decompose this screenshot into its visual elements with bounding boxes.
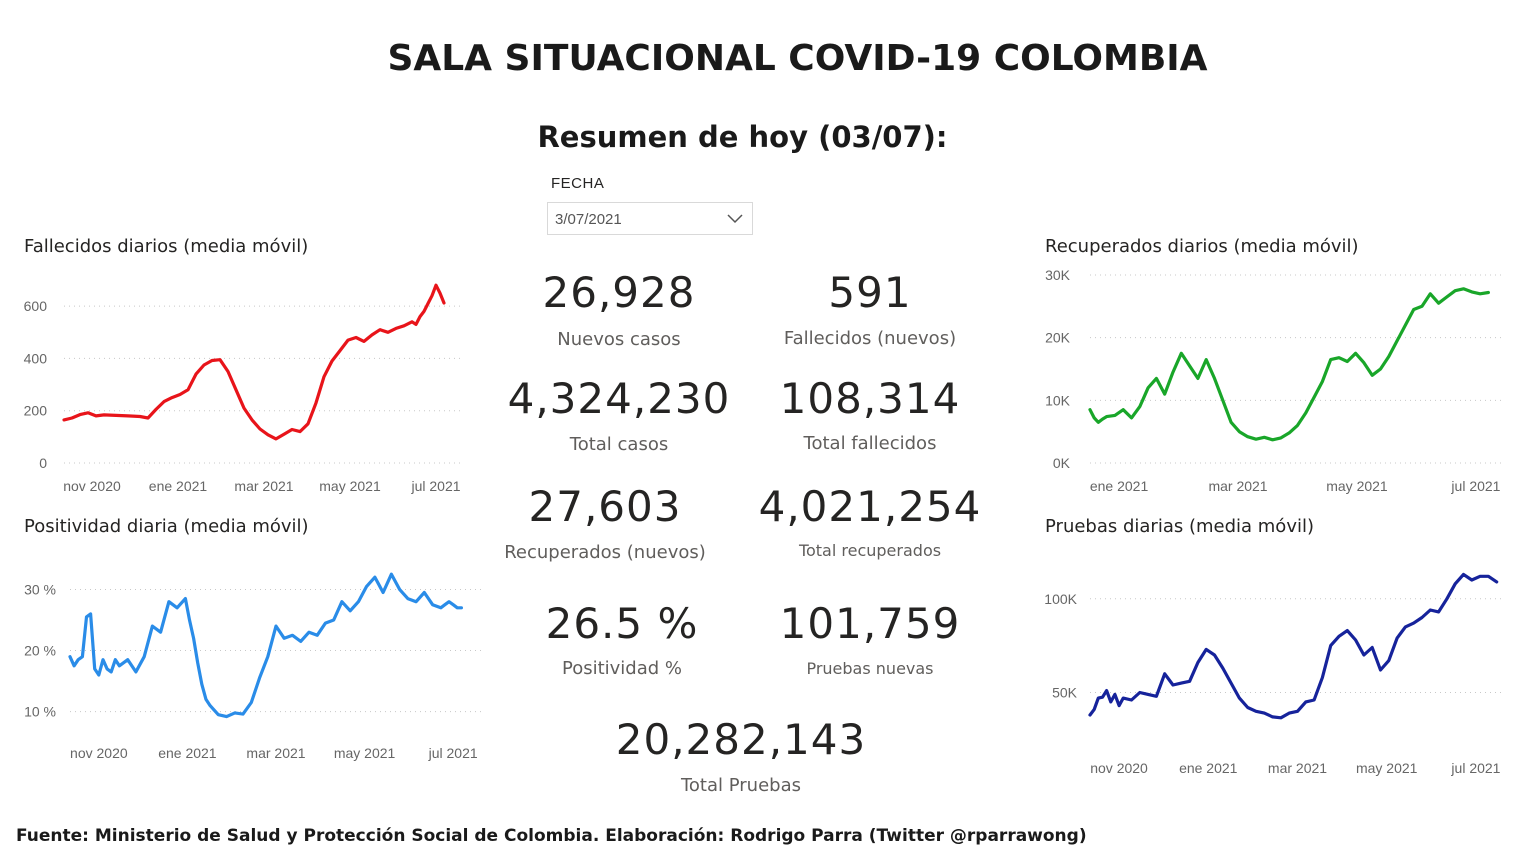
kpi-pruebas-nuevas-label: Pruebas nuevas <box>806 659 934 678</box>
kpi-nuevos-casos-label: Nuevos casos <box>557 329 681 350</box>
y-tick-label: 10 % <box>24 704 56 720</box>
kpi-positividad-label: Positividad % <box>561 658 683 679</box>
kpi-total-fallecidos-label: Total fallecidos <box>803 433 937 454</box>
x-tick-label: may 2021 <box>319 478 381 494</box>
kpi-pruebas-nuevas-value: 101,759 <box>779 599 961 648</box>
page-title: SALA SITUACIONAL COVID-19 COLOMBIA <box>387 38 1208 79</box>
recuperados-line-chart: 0K 10K 20K 30K ene 2021 mar 2021 may 2021 jul 2… <box>1030 265 1520 494</box>
kpi-total-casos-value: 4,324,230 <box>507 374 731 423</box>
x-tick-label: jul 2021 <box>1450 760 1500 776</box>
pruebas-chart-svg: 50K 100K nov 2020 ene 2021 mar 2021 may 2021 j… <box>1044 572 1505 776</box>
chevron-down-icon <box>727 214 743 224</box>
x-tick-label: may 2021 <box>1356 760 1418 776</box>
y-tick-label: 400 <box>24 350 48 366</box>
pruebas-chart-title: Pruebas diarias (media móvil) <box>1045 516 1314 537</box>
source-footer: Fuente: Ministerio de Salud y Protección… <box>16 826 1087 846</box>
x-tick-label: jul 2021 <box>1450 478 1500 494</box>
recuperados-chart-svg: 0K 10K 20K 30K ene 2021 mar 2021 may 2021 jul 2… <box>1045 267 1505 494</box>
fallecidos-series-line <box>62 283 446 441</box>
x-tick-label: mar 2021 <box>234 478 293 494</box>
x-tick-label: mar 2021 <box>1208 478 1267 494</box>
kpi-fallecidos-nuevos-label: Fallecidos (nuevos) <box>783 328 957 349</box>
x-tick-label: jul 2021 <box>410 478 460 494</box>
date-slicer-dropdown[interactable]: 3/07/2021 <box>547 202 753 235</box>
fallecidos-line-chart: 0 200 400 600 nov 2020 ene 2021 mar 2021 may 20… <box>0 270 480 494</box>
kpi-fallecidos-nuevos-value: 591 <box>828 268 912 317</box>
y-tick-label: 30K <box>1045 267 1071 283</box>
y-tick-label: 20K <box>1045 330 1071 346</box>
y-tick-label: 100K <box>1044 591 1077 607</box>
positividad-series-line <box>68 572 463 719</box>
x-tick-label: jul 2021 <box>428 745 478 761</box>
kpi-total-fallecidos-value: 108,314 <box>779 374 961 423</box>
positividad-chart-svg: 10 % 20 % 30 % nov 2020 ene 2021 mar 2021 may … <box>24 572 482 761</box>
kpi-total-recuperados-value: 4,021,254 <box>758 482 982 531</box>
positividad-chart-title: Positividad diaria (media móvil) <box>24 516 309 537</box>
y-tick-label: 50K <box>1052 685 1078 701</box>
x-tick-label: ene 2021 <box>1090 478 1149 494</box>
x-tick-label: ene 2021 <box>149 478 208 494</box>
pruebas-series-line <box>1088 572 1499 720</box>
kpi-total-recuperados-label: Total recuperados <box>798 541 942 560</box>
date-slicer-value: 3/07/2021 <box>555 211 622 228</box>
fallecidos-chart-svg: 0 200 400 600 nov 2020 ene 2021 mar 2021 may 20… <box>24 283 464 494</box>
x-tick-label: may 2021 <box>334 745 396 761</box>
y-tick-label: 10K <box>1045 392 1071 408</box>
x-tick-label: ene 2021 <box>158 745 217 761</box>
y-tick-label: 200 <box>24 403 48 419</box>
kpi-nuevos-casos-value: 26,928 <box>542 268 696 317</box>
y-tick-label: 20 % <box>24 643 56 659</box>
x-tick-label: ene 2021 <box>1179 760 1238 776</box>
kpi-recuperados-nuevos-value: 27,603 <box>528 482 682 531</box>
positividad-line-chart: 10 % 20 % 30 % nov 2020 ene 2021 mar 2021 may … <box>0 555 495 761</box>
x-tick-label: mar 2021 <box>1268 760 1327 776</box>
kpi-total-pruebas-value: 20,282,143 <box>615 715 867 764</box>
x-tick-label: nov 2020 <box>70 745 128 761</box>
fallecidos-chart-title: Fallecidos diarios (media móvil) <box>24 236 309 257</box>
x-tick-label: may 2021 <box>1326 478 1388 494</box>
pruebas-line-chart: 50K 100K nov 2020 ene 2021 mar 2021 may 2021 j… <box>1030 555 1520 776</box>
y-tick-label: 0K <box>1053 455 1071 471</box>
kpi-total-casos-label: Total casos <box>569 434 669 455</box>
summary-subtitle: Resumen de hoy (03/07): <box>537 120 948 154</box>
recuperados-series-line <box>1088 287 1490 442</box>
y-tick-label: 30 % <box>24 581 56 597</box>
recuperados-chart-title: Recuperados diarios (media móvil) <box>1045 236 1359 257</box>
kpi-total-pruebas-label: Total Pruebas <box>680 775 801 796</box>
x-tick-label: mar 2021 <box>246 745 305 761</box>
y-tick-label: 600 <box>24 298 48 314</box>
date-slicer-label: FECHA <box>551 175 605 192</box>
y-tick-label: 0 <box>39 455 47 471</box>
x-tick-label: nov 2020 <box>63 478 121 494</box>
kpi-recuperados-nuevos-label: Recuperados (nuevos) <box>504 542 706 563</box>
x-tick-label: nov 2020 <box>1090 760 1148 776</box>
kpi-positividad-value: 26.5 % <box>545 599 699 648</box>
